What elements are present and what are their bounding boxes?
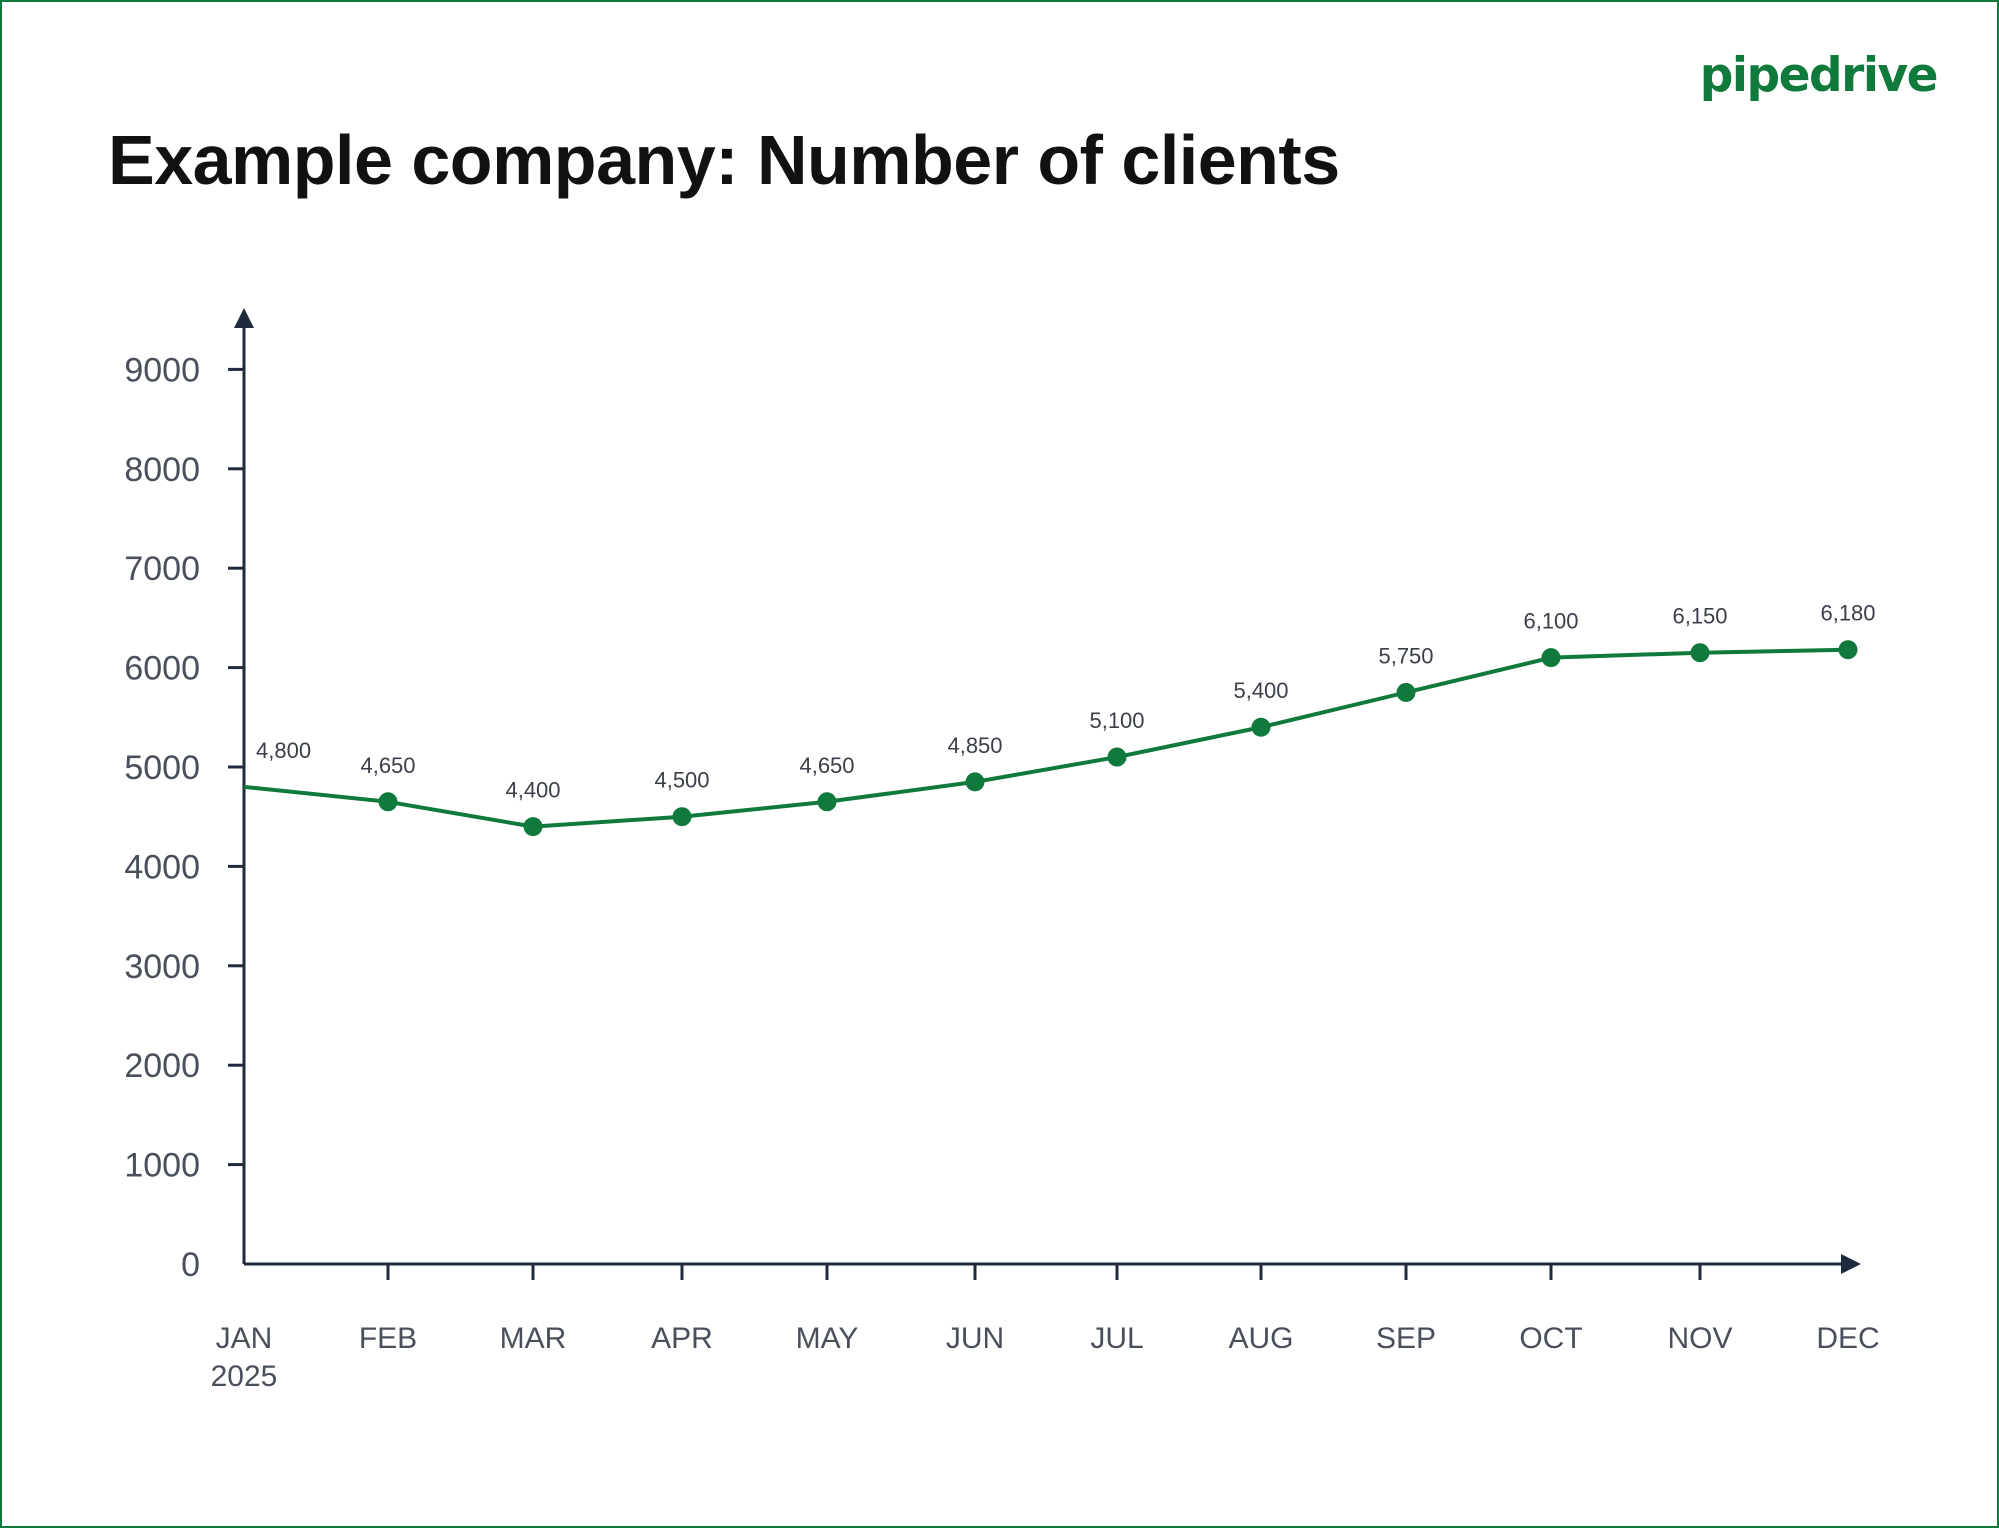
- data-point: [1690, 643, 1710, 663]
- y-tick-label: 2000: [124, 1047, 200, 1085]
- y-tick-label: 3000: [124, 948, 200, 986]
- data-point: [672, 807, 692, 827]
- y-tick-label: 1000: [124, 1147, 200, 1185]
- data-point: [1541, 648, 1561, 668]
- labels: 0 1000 2000 3000 4000 5000 6000 7000 8000 9000 JAN…: [124, 351, 1879, 1393]
- y-tick-label: 6000: [124, 650, 200, 688]
- data-point: [378, 792, 398, 812]
- y-tick-label: 8000: [124, 451, 200, 489]
- data-label: 4,400: [505, 778, 560, 803]
- y-tick-label: 0: [181, 1246, 200, 1284]
- data-label: 4,650: [360, 753, 415, 778]
- x-axis-arrow: [1841, 1254, 1861, 1274]
- axes: [234, 308, 1861, 1274]
- pipedrive-logo: pipedrive: [1699, 48, 1939, 103]
- data-label: 6,180: [1820, 601, 1875, 626]
- x-tick-sublabel: 2025: [211, 1360, 278, 1393]
- x-tick-label: SEP: [1376, 1322, 1436, 1355]
- x-tick-label: MAR: [500, 1322, 567, 1355]
- x-tick-label: DEC: [1816, 1322, 1879, 1355]
- y-axis-arrow: [234, 308, 254, 328]
- data-label: 5,400: [1233, 678, 1288, 703]
- data-point: [1396, 682, 1416, 702]
- data-point: [523, 817, 543, 837]
- data-point: [965, 772, 985, 792]
- x-tick-label: MAY: [796, 1322, 859, 1355]
- data-label: 5,100: [1089, 708, 1144, 733]
- data-label: 4,800: [256, 738, 311, 763]
- ticks: [228, 367, 1702, 1280]
- data-label: 4,500: [654, 768, 709, 793]
- data-label: 5,750: [1378, 643, 1433, 668]
- series: [243, 640, 1858, 837]
- x-tick-label: JUN: [946, 1322, 1004, 1355]
- y-tick-label: 7000: [124, 550, 200, 588]
- data-point: [1107, 747, 1127, 767]
- x-tick-label: AUG: [1228, 1322, 1293, 1355]
- series-line: [243, 647, 1849, 829]
- x-tick-label: JUL: [1090, 1322, 1143, 1355]
- x-tick-label: APR: [651, 1322, 713, 1355]
- y-tick-label: 9000: [124, 351, 200, 389]
- chart-title: Example company: Number of clients: [108, 121, 1340, 199]
- x-tick-label: FEB: [359, 1322, 417, 1355]
- data-point: [1251, 717, 1271, 737]
- y-tick-label: 5000: [124, 749, 200, 787]
- data-label: 4,850: [947, 733, 1002, 758]
- data-label: 6,100: [1523, 609, 1578, 634]
- data-point: [1838, 640, 1858, 660]
- data-label: 6,150: [1672, 604, 1727, 629]
- x-tick-label: NOV: [1667, 1322, 1732, 1355]
- data-label: 4,650: [799, 753, 854, 778]
- y-tick-label: 4000: [124, 848, 200, 886]
- x-tick-label: JAN: [216, 1322, 273, 1355]
- data-point: [817, 792, 837, 812]
- x-tick-label: OCT: [1519, 1322, 1582, 1355]
